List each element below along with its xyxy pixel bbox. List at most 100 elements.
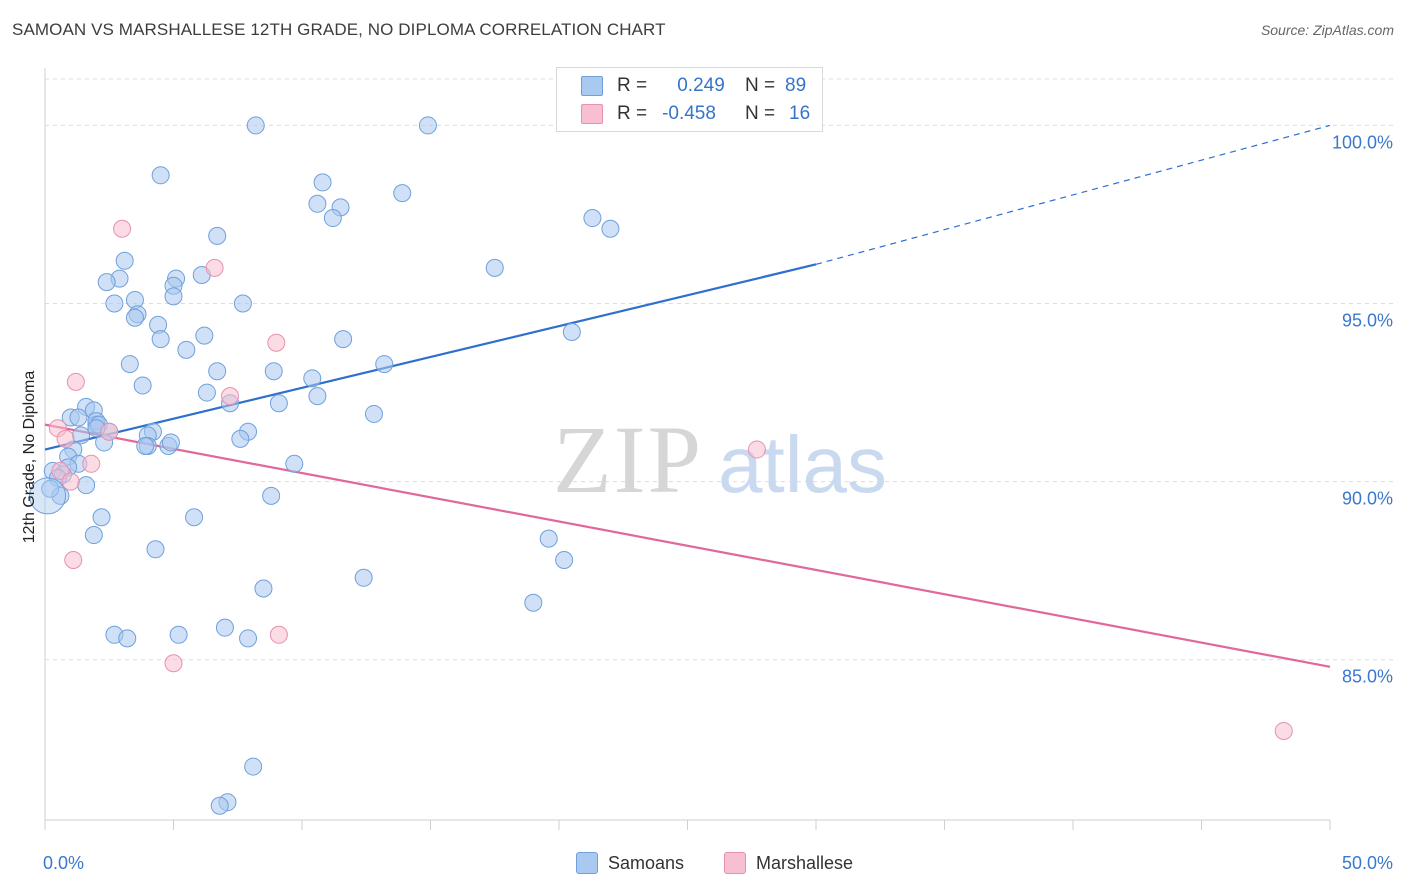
marshallese-point (267, 333, 286, 352)
samoans-point (208, 362, 227, 381)
marshallese-trend-line (44, 423, 1331, 668)
legend-n-label: N = (745, 103, 776, 124)
tick-labels: 85.0% 90.0% 95.0% 100.0% 0.0% 50.0% (43, 132, 1393, 873)
samoans-point (269, 394, 288, 413)
legend-label-marshallese: Marshallese (756, 852, 854, 873)
marshallese-point (747, 440, 766, 459)
samoans-point (185, 508, 204, 527)
samoans-point (169, 625, 188, 644)
samoans-point (583, 209, 602, 228)
samoans-trend-line (44, 263, 817, 451)
samoans-point (118, 629, 137, 648)
legend-row-marshallese: R = -0.458 N = 16 (581, 102, 810, 126)
samoans-point (354, 568, 373, 587)
legend-n-value: 16 (789, 103, 811, 124)
legend-row-samoans: R = 0.249 N = 89 (581, 74, 806, 98)
samoans-point (195, 326, 214, 345)
samoans-point (151, 166, 170, 185)
y-axis-label: 12th Grade, No Diploma (21, 370, 38, 544)
trend-lines (44, 124, 1331, 668)
samoans-point (197, 383, 216, 402)
marshallese-point (1274, 721, 1293, 740)
samoans-point (233, 294, 252, 313)
samoans-point (539, 529, 558, 548)
chart-title: SAMOAN VS MARSHALLESE 12TH GRADE, NO DIP… (12, 20, 666, 39)
samoans-point (524, 593, 543, 612)
samoans-point (323, 209, 342, 228)
samoans-point (41, 479, 60, 498)
samoans-point (69, 408, 88, 427)
marshallese-point (66, 372, 85, 391)
samoans-point (29, 477, 67, 515)
samoans-point (601, 219, 620, 238)
samoans-point (177, 340, 196, 359)
samoans-point (308, 387, 327, 406)
samoans-point (164, 287, 183, 306)
legend-item-marshallese[interactable]: Marshallese (724, 852, 853, 874)
samoans-point (231, 429, 250, 448)
samoans-point (146, 540, 165, 559)
legend-n-label: N = (745, 75, 776, 96)
samoans-point (120, 355, 139, 374)
samoans-point (364, 404, 383, 423)
samoans-point (151, 330, 170, 349)
marshallese-point (205, 258, 224, 277)
marshallese-point (100, 422, 119, 441)
y-tick-label: 100.0% (1332, 132, 1393, 152)
marshallese-point (64, 550, 83, 569)
samoans-point (239, 629, 258, 648)
samoans-point (285, 454, 304, 473)
legend-swatch-samoans (576, 852, 598, 874)
samoans-point (418, 116, 437, 135)
marshallese-point (61, 472, 80, 491)
samoans-point (97, 273, 116, 292)
samoans-point (485, 258, 504, 277)
marshallese-point (113, 219, 132, 238)
legend-item-samoans[interactable]: Samoans (576, 852, 684, 874)
marshallese-point (221, 387, 240, 406)
legend-label-samoans: Samoans (608, 852, 685, 873)
legend-r-label: R = (617, 103, 648, 124)
samoans-point (215, 618, 234, 637)
samoans-point (262, 486, 281, 505)
samoans-point (334, 330, 353, 349)
legend-swatch-marshallese (581, 104, 603, 124)
samoans-point (303, 369, 322, 388)
samoans-point (555, 550, 574, 569)
samoans-point (313, 173, 332, 192)
samoans-point (254, 579, 273, 598)
samoans-point (244, 757, 263, 776)
samoans-point (246, 116, 265, 135)
y-tick-label: 85.0% (1342, 667, 1393, 687)
samoans-point (92, 508, 111, 527)
y-tick-label: 90.0% (1342, 489, 1393, 509)
samoans-point (264, 362, 283, 381)
samoans-point (161, 433, 180, 452)
samoans-point (115, 251, 134, 270)
legend-r-label: R = (617, 75, 648, 96)
legend-n-value: 89 (785, 75, 807, 96)
marshallese-point (56, 429, 75, 448)
samoans-point (84, 526, 103, 545)
samoans-point (208, 226, 227, 245)
y-tick-label: 95.0% (1342, 311, 1393, 331)
marshallese-point (82, 454, 101, 473)
legend-r-value: -0.458 (662, 103, 716, 124)
grid-lines (45, 78, 1395, 661)
samoans-point (136, 437, 155, 455)
marshallese-point (269, 625, 288, 644)
legend-r-value: 0.249 (677, 75, 725, 96)
chart-source: Source: ZipAtlas.com (1260, 22, 1394, 38)
samoans-point (210, 796, 229, 815)
data-points (29, 116, 1293, 815)
correlation-legend: R = 0.249 N = 89 R = -0.458 N = 16 (556, 67, 823, 132)
marshallese-point (164, 654, 183, 673)
samoans-point (133, 376, 152, 395)
watermark-atlas: atlas (718, 420, 887, 509)
samoans-point (77, 476, 96, 495)
legend-swatch-marshallese (724, 852, 746, 874)
samoans-point (393, 184, 412, 203)
samoans-point (375, 355, 394, 374)
samoans-trend-extension (815, 124, 1331, 265)
